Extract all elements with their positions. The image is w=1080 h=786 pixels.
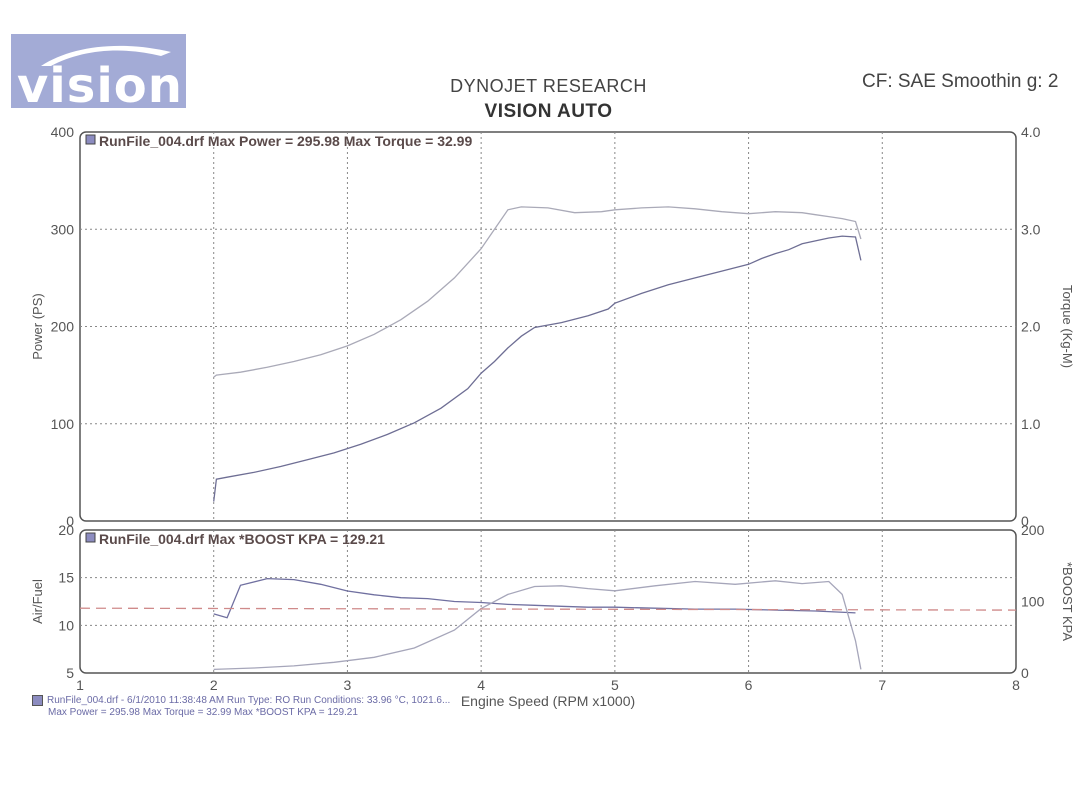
y2-tick-label: 2.0 — [1021, 319, 1041, 335]
series-line-1-1 — [213, 235, 862, 502]
y-tick-label: 100 — [51, 416, 75, 432]
y-tick-label: 300 — [51, 221, 75, 237]
plot-frame-2 — [79, 529, 1017, 674]
x-tick-label: 6 — [745, 677, 753, 693]
y-axis-label: Air/Fuel — [30, 579, 45, 624]
legend-swatch — [85, 134, 96, 145]
y-tick-label: 15 — [58, 570, 74, 586]
logo-text: vision — [17, 58, 183, 108]
y-axis-label: Power (PS) — [30, 293, 45, 359]
y2-tick-label: 0 — [1021, 513, 1029, 529]
x-tick-label: 7 — [878, 677, 886, 693]
correction-factor: CF: SAE Smoothin g: 2 — [862, 71, 1059, 92]
y-tick-label: 5 — [66, 665, 74, 681]
y-tick-label: 10 — [58, 617, 74, 633]
x-tick-label: 5 — [611, 677, 619, 693]
y-tick-label: 20 — [58, 522, 74, 538]
footer-line2: Max Power = 295.98 Max Torque = 32.99 Ma… — [48, 707, 358, 719]
y2-tick-label: 3.0 — [1021, 221, 1041, 237]
y2-tick-label: 200 — [1021, 522, 1045, 538]
y-tick-label: 400 — [51, 124, 75, 140]
y-tick-label: 0 — [66, 513, 74, 529]
run-footer: RunFile_004.drf - 6/1/2010 11:38:48 AM R… — [32, 695, 450, 719]
company-name: DYNOJET RESEARCH — [450, 76, 647, 96]
series-line-2-2 — [213, 580, 862, 671]
y-tick-label: 200 — [51, 319, 75, 335]
run-swatch — [32, 695, 43, 706]
x-tick-label: 4 — [477, 677, 485, 693]
vision-logo: vision — [11, 34, 186, 108]
footer-line1: RunFile_004.drf - 6/1/2010 11:38:48 AM R… — [47, 695, 451, 707]
legend-swatch — [85, 532, 96, 543]
y2-axis-label: *BOOST KPA — [1060, 562, 1075, 641]
y2-tick-label: 0 — [1021, 665, 1029, 681]
x-tick-label: 2 — [210, 677, 218, 693]
plot-title: RunFile_004.drf Max Power = 295.98 Max T… — [99, 133, 472, 149]
logo-car-swoosh — [41, 45, 171, 66]
shop-name: VISION AUTO — [484, 101, 613, 122]
y2-axis-label: Torque (Kg-M) — [1060, 285, 1075, 368]
x-tick-label: 3 — [344, 677, 352, 693]
plot-title: RunFile_004.drf Max *BOOST KPA = 129.21 — [99, 531, 385, 547]
x-tick-label: 1 — [76, 677, 84, 693]
y2-tick-label: 100 — [1021, 594, 1045, 610]
y2-tick-label: 4.0 — [1021, 124, 1041, 140]
y2-tick-label: 1.0 — [1021, 416, 1041, 432]
series-line-1-2 — [213, 206, 862, 378]
series-line-2-3 — [79, 607, 1017, 611]
x-axis-label: Engine Speed (RPM x1000) — [461, 693, 635, 709]
x-tick-label: 8 — [1012, 677, 1020, 693]
